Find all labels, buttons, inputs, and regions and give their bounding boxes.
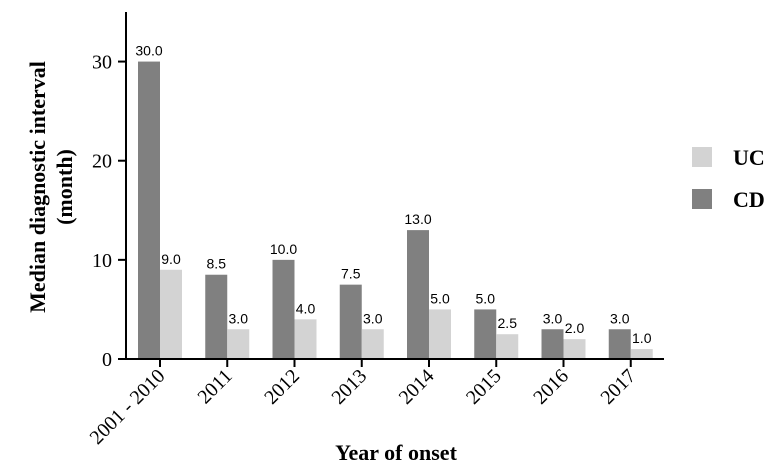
bar-cd [608,329,631,359]
bar-uc [429,309,451,359]
data-label-uc: 2.5 [498,315,518,331]
legend-swatch-uc [692,147,712,167]
x-tick-label: 2012 [260,365,304,409]
x-tick-label: 2001 - 2010 [86,365,170,449]
y-tick-label: 20 [92,151,112,173]
y-ticks-group: 0 10 20 30 [92,52,126,371]
data-label-cd: 8.5 [207,256,227,272]
data-label-cd: 7.5 [341,266,361,282]
bars-group [138,61,653,359]
data-label-cd: 5.0 [476,290,496,306]
bar-cd [205,274,228,359]
legend: UC CD [692,145,765,212]
bar-uc [630,349,653,359]
x-tick-label: 2011 [193,365,236,408]
bar-cd [474,309,497,359]
x-tick-label: 2015 [462,365,506,409]
data-label-uc: 5.0 [430,290,450,306]
y-tick-label: 0 [102,349,112,371]
bar-cd [407,230,429,359]
bar-uc [160,269,182,359]
bar-uc [294,319,317,359]
data-label-uc: 3.0 [229,310,249,326]
data-label-cd: 30.0 [135,43,162,59]
data-label-cd: 3.0 [610,310,630,326]
data-labels-group: 30.09.0 8.53.010.04.07.53.013.05.0 5.02.5 3… [135,43,651,347]
x-tick-label: 2013 [327,365,371,409]
data-label-uc: 3.0 [363,310,383,326]
bar-cd [138,61,160,359]
legend-swatch-cd [692,189,712,209]
bar-cd [339,284,362,359]
data-label-uc: 1.0 [632,330,652,346]
data-label-uc: 2.0 [565,320,585,336]
x-ticks-group: 2001 - 2010 2011 2012 2013 2014 2015 2016 2017 [86,359,640,449]
bar-cd [272,259,295,359]
bar-uc [361,329,384,359]
bar-uc [496,334,519,359]
bar-uc [563,339,586,359]
legend-label-uc: UC [733,145,765,170]
x-tick-label: 2014 [395,365,439,409]
x-axis-title: Year of onset [335,440,457,465]
y-tick-label: 30 [92,52,112,74]
x-tick-label: 2016 [529,365,573,409]
y-tick-label: 10 [92,250,112,272]
legend-label-cd: CD [733,187,765,212]
data-label-uc: 4.0 [296,300,316,316]
data-label-uc: 9.0 [161,251,181,267]
x-tick-label: 2017 [596,365,640,409]
data-label-cd: 3.0 [543,310,563,326]
y-axis-title-line-1: Median diagnostic interval [25,61,50,313]
y-axis-title-line-2: (month) [52,149,77,225]
data-label-cd: 13.0 [404,211,431,227]
data-label-cd: 10.0 [270,241,297,257]
bar-uc [227,329,250,359]
bar-cd [541,329,564,359]
